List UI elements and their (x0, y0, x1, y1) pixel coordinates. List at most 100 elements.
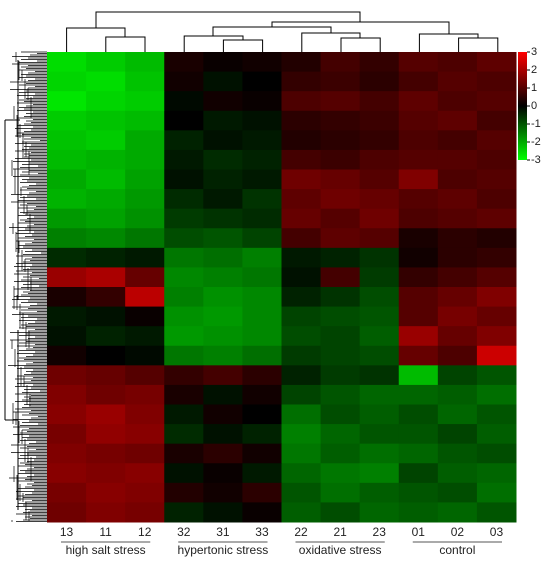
heatmap-cell (86, 149, 126, 170)
column-label: 12 (138, 525, 152, 539)
heatmap-cell (86, 189, 126, 210)
heatmap-cell (437, 71, 478, 92)
heatmap-cell (125, 365, 165, 386)
heatmap-cell (242, 326, 282, 347)
heatmap-cell (359, 91, 400, 112)
heatmap-cell (47, 404, 87, 425)
heatmap-cell (398, 287, 439, 308)
heatmap-cell (125, 384, 165, 405)
heatmap-cell (476, 482, 517, 503)
heatmap-cell (86, 384, 126, 405)
heatmap-cell (476, 52, 517, 73)
heatmap-cell (320, 267, 361, 288)
heatmap-cell (281, 306, 322, 327)
heatmap-cell (86, 110, 126, 131)
heatmap-cell (164, 463, 204, 484)
heatmap-cell (398, 463, 439, 484)
group-label: control (439, 543, 475, 557)
column-label: 32 (177, 525, 191, 539)
heatmap-cell (47, 149, 87, 170)
heatmap-cell (437, 365, 478, 386)
heatmap-cell (320, 502, 361, 523)
heatmap-cell (203, 189, 243, 210)
heatmap-cell (398, 247, 439, 268)
heatmap-cell (359, 71, 400, 92)
heatmap-cell (398, 71, 439, 92)
heatmap-cell (203, 247, 243, 268)
heatmap-cell (164, 365, 204, 386)
heatmap-cell (398, 130, 439, 151)
heatmap-cell (476, 91, 517, 112)
colorbar-tick-label: 2 (531, 64, 537, 76)
heatmap-cell (476, 208, 517, 229)
heatmap-cell (47, 71, 87, 92)
heatmap-cell (242, 130, 282, 151)
heatmap-cell (203, 228, 243, 249)
heatmap-cell (86, 365, 126, 386)
heatmap-cell (203, 384, 243, 405)
heatmap-cell (125, 52, 165, 73)
heatmap-cell (47, 502, 87, 523)
heatmap-cell (125, 149, 165, 170)
heatmap-cell (437, 463, 478, 484)
heatmap-cell (437, 91, 478, 112)
heatmap-cell (203, 424, 243, 445)
heatmap-cell (437, 345, 478, 366)
heatmap-cell (437, 443, 478, 464)
heatmap-cell (437, 404, 478, 425)
heatmap-cell (203, 267, 243, 288)
heatmap-cell (437, 228, 478, 249)
heatmap-cell (398, 267, 439, 288)
heatmap-cell (320, 365, 361, 386)
heatmap-cell (281, 384, 322, 405)
heatmap-cell (86, 443, 126, 464)
heatmap-cell (203, 149, 243, 170)
heatmap-cell (281, 502, 322, 523)
heatmap-cell (398, 149, 439, 170)
heatmap-cell (398, 110, 439, 131)
heatmap-cell (320, 404, 361, 425)
heatmap-cell (164, 110, 204, 131)
heatmap-cell (359, 189, 400, 210)
heatmap-cell (86, 169, 126, 190)
heatmap-cell (47, 247, 87, 268)
heatmap-cell (359, 52, 400, 73)
heatmap-cell (398, 384, 439, 405)
column-label: 33 (255, 525, 269, 539)
heatmap-cell (320, 130, 361, 151)
heatmap-cell (320, 424, 361, 445)
heatmap-cell (281, 404, 322, 425)
heatmap-cell (86, 306, 126, 327)
heatmap-cell (125, 228, 165, 249)
heatmap-cell (47, 345, 87, 366)
heatmap-cell (437, 306, 478, 327)
heatmap-cell (281, 443, 322, 464)
heatmap-cell (476, 71, 517, 92)
heatmap-cell (437, 424, 478, 445)
heatmap-cell (47, 110, 87, 131)
heatmap-cell (203, 130, 243, 151)
heatmap-cell (476, 130, 517, 151)
heatmap-cell (320, 189, 361, 210)
heatmap-cell (398, 424, 439, 445)
heatmap-cell (437, 189, 478, 210)
heatmap-cell (125, 91, 165, 112)
heatmap-cell (476, 384, 517, 405)
heatmap-cell (125, 482, 165, 503)
heatmap-cell (125, 345, 165, 366)
heatmap-cell (164, 208, 204, 229)
row-dendrogram-root (4, 60, 20, 510)
heatmap-cell (125, 463, 165, 484)
heatmap-cell (47, 91, 87, 112)
heatmap-cell (476, 424, 517, 445)
heatmap-cell (203, 482, 243, 503)
heatmap-cell (437, 267, 478, 288)
heatmap-cell (398, 169, 439, 190)
heatmap-cell (86, 71, 126, 92)
heatmap-cell (47, 365, 87, 386)
heatmap-cell (359, 228, 400, 249)
heatmap-cell (437, 502, 478, 523)
column-label: 22 (294, 525, 308, 539)
heatmap-cell (47, 384, 87, 405)
